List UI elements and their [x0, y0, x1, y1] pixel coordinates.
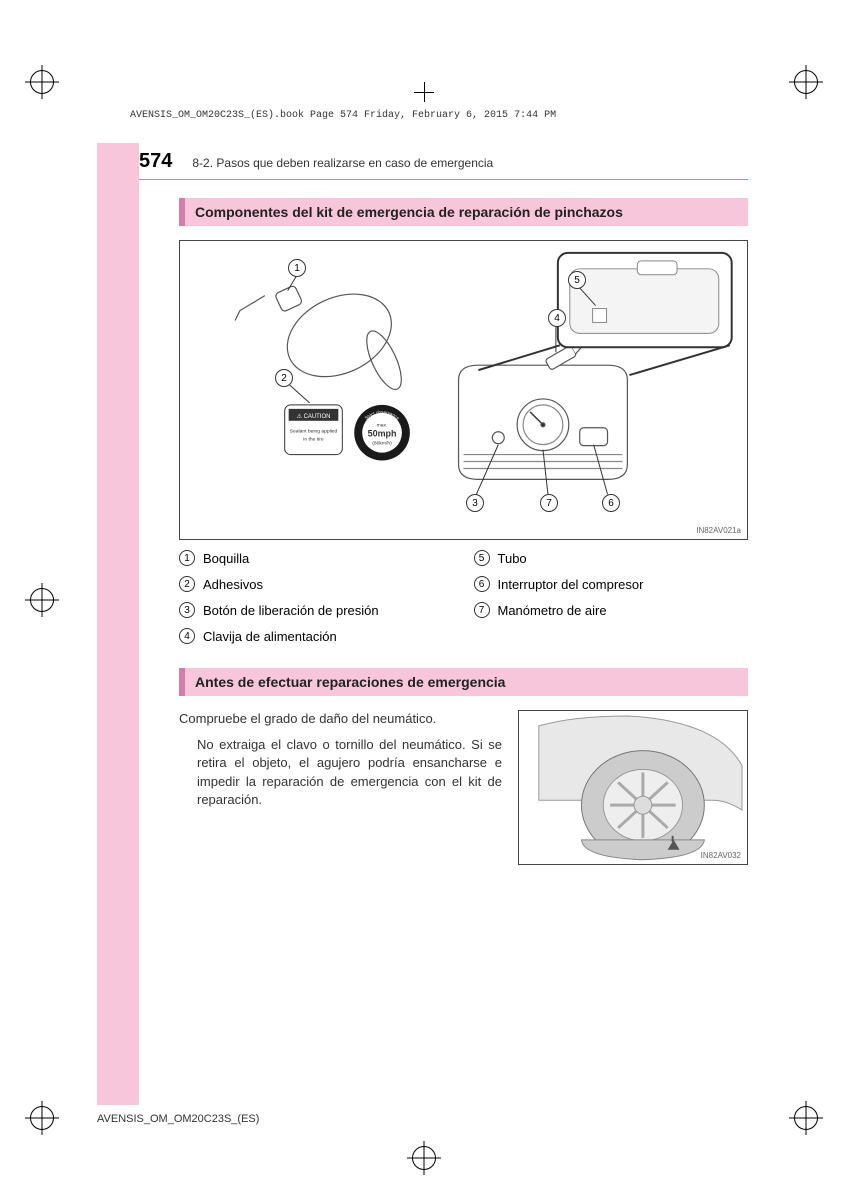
- diagram-image-code: IN82AV021a: [696, 526, 741, 535]
- before-repair-intro: Compruebe el grado de daño del neumático…: [179, 710, 502, 728]
- before-repair-text: Compruebe el grado de daño del neumático…: [179, 710, 502, 817]
- legend-item: 6 Interruptor del compresor: [474, 576, 749, 592]
- file-header-line: AVENSIS_OM_OM20C23S_(ES).book Page 574 F…: [130, 110, 556, 121]
- callout-5: 5: [568, 271, 586, 289]
- legend-num: 1: [179, 550, 195, 566]
- legend-label: Boquilla: [203, 551, 249, 566]
- side-tab-bar: [97, 143, 139, 1105]
- legend-item: 3 Botón de liberación de presión: [179, 602, 454, 618]
- before-repair-detail: No extraiga el clavo o tornillo del neum…: [197, 736, 502, 809]
- callout-4: 4: [548, 309, 566, 327]
- registration-mark: [412, 1146, 436, 1170]
- legend-item: 1 Boquilla: [179, 550, 454, 566]
- legend-label: Adhesivos: [203, 577, 263, 592]
- registration-mark: [30, 70, 54, 94]
- page-header: 574 8-2. Pasos que deben realizarse en c…: [139, 150, 748, 180]
- tire-svg: [519, 711, 747, 865]
- tire-image-code: IN82AV032: [701, 851, 741, 860]
- before-repair-block: Compruebe el grado de daño del neumático…: [179, 710, 748, 865]
- callout-3: 3: [466, 494, 484, 512]
- footer-doc-code: AVENSIS_OM_OM20C23S_(ES): [97, 1113, 259, 1125]
- callout-6: 6: [602, 494, 620, 512]
- legend-item: 4 Clavija de alimentación: [179, 628, 454, 644]
- legend-num: 6: [474, 576, 490, 592]
- callout-2: 2: [275, 369, 293, 387]
- registration-mark: [794, 70, 818, 94]
- section-path: 8-2. Pasos que deben realizarse en caso …: [192, 156, 493, 170]
- registration-mark: [30, 1106, 54, 1130]
- legend-label: Botón de liberación de presión: [203, 603, 379, 618]
- components-svg: ⚠ CAUTION Sealant being applied in the t…: [180, 241, 747, 539]
- page-content: 574 8-2. Pasos que deben realizarse en c…: [139, 150, 748, 865]
- legend-num: 5: [474, 550, 490, 566]
- callout-1: 1: [288, 259, 306, 277]
- legend-label: Tubo: [498, 551, 527, 566]
- heading-components: Componentes del kit de emergencia de rep…: [179, 198, 748, 226]
- legend-label: Manómetro de aire: [498, 603, 607, 618]
- legend-num: 7: [474, 602, 490, 618]
- registration-mark: [30, 588, 54, 612]
- svg-text:Sealant being applied: Sealant being applied: [290, 429, 338, 435]
- legend-num: 3: [179, 602, 195, 618]
- tire-illustration: IN82AV032: [518, 710, 748, 865]
- legend-num: 4: [179, 628, 195, 644]
- heading-before-repair: Antes de efectuar reparaciones de emerge…: [179, 668, 748, 696]
- callout-7: 7: [540, 494, 558, 512]
- legend-item: 2 Adhesivos: [179, 576, 454, 592]
- page-number: 574: [139, 150, 172, 173]
- legend-label: Interruptor del compresor: [498, 577, 644, 592]
- svg-text:(80km/h): (80km/h): [372, 441, 392, 447]
- svg-text:50mph: 50mph: [368, 429, 397, 439]
- legend-item: 7 Manómetro de aire: [474, 602, 749, 618]
- legend-label: Clavija de alimentación: [203, 629, 337, 644]
- svg-text:⚠ CAUTION: ⚠ CAUTION: [297, 413, 331, 420]
- registration-mark: [414, 82, 434, 102]
- svg-text:in the tire: in the tire: [303, 437, 324, 443]
- components-legend: 1 Boquilla 5 Tubo 2 Adhesivos 6 Interruptor …: [179, 550, 748, 644]
- components-diagram: ⚠ CAUTION Sealant being applied in the t…: [179, 240, 748, 540]
- legend-num: 2: [179, 576, 195, 592]
- legend-item: 5 Tubo: [474, 550, 749, 566]
- registration-mark: [794, 1106, 818, 1130]
